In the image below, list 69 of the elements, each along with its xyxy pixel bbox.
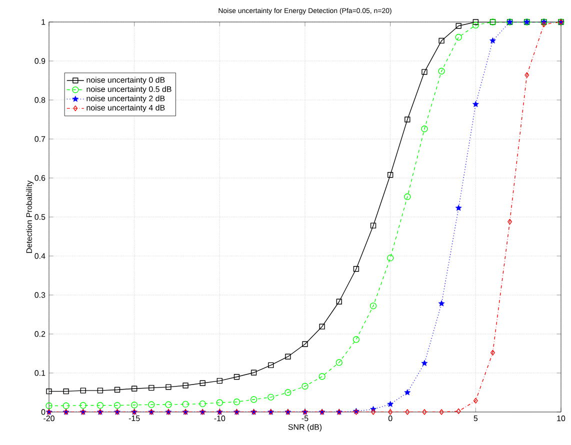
point bbox=[421, 126, 428, 132]
point bbox=[165, 401, 172, 408]
point bbox=[405, 409, 410, 415]
point bbox=[439, 409, 444, 415]
point bbox=[216, 399, 224, 406]
point bbox=[422, 409, 427, 415]
point bbox=[542, 21, 546, 28]
point bbox=[250, 396, 258, 403]
point bbox=[371, 409, 376, 415]
point bbox=[63, 388, 69, 394]
point bbox=[285, 354, 291, 360]
point bbox=[490, 37, 496, 44]
point bbox=[166, 384, 172, 390]
point bbox=[455, 34, 462, 41]
point bbox=[438, 38, 444, 44]
point bbox=[370, 302, 377, 310]
point bbox=[80, 388, 86, 394]
point bbox=[80, 402, 86, 409]
point bbox=[455, 204, 462, 211]
point bbox=[319, 324, 325, 330]
point bbox=[318, 373, 326, 380]
point bbox=[387, 172, 394, 178]
point bbox=[233, 398, 240, 406]
point bbox=[200, 380, 206, 386]
point bbox=[46, 388, 52, 394]
point bbox=[421, 360, 428, 366]
point bbox=[182, 382, 188, 388]
point bbox=[404, 389, 411, 396]
point bbox=[388, 409, 393, 415]
point bbox=[46, 402, 52, 410]
point bbox=[234, 374, 240, 380]
point bbox=[250, 370, 257, 376]
point bbox=[148, 401, 155, 408]
point bbox=[216, 378, 223, 384]
point bbox=[387, 254, 394, 262]
point bbox=[404, 193, 411, 200]
point bbox=[268, 394, 274, 401]
point bbox=[473, 398, 478, 404]
point bbox=[336, 298, 342, 304]
point bbox=[422, 69, 428, 75]
point bbox=[370, 222, 376, 228]
point bbox=[353, 266, 360, 272]
point bbox=[472, 22, 480, 28]
point bbox=[130, 402, 138, 408]
point bbox=[524, 72, 530, 78]
point bbox=[472, 100, 479, 108]
point bbox=[302, 382, 308, 390]
point bbox=[114, 386, 120, 393]
point bbox=[302, 341, 308, 347]
point bbox=[131, 386, 138, 392]
point bbox=[148, 384, 154, 391]
point bbox=[96, 402, 104, 409]
point bbox=[404, 116, 410, 122]
point bbox=[336, 359, 342, 366]
point bbox=[472, 19, 479, 25]
point bbox=[438, 300, 445, 306]
point bbox=[508, 218, 512, 225]
point bbox=[182, 400, 189, 408]
point bbox=[199, 400, 206, 408]
point bbox=[352, 336, 360, 343]
point bbox=[438, 68, 445, 74]
point bbox=[387, 400, 394, 407]
point bbox=[97, 388, 104, 394]
point bbox=[284, 389, 292, 396]
point bbox=[114, 402, 121, 409]
point bbox=[456, 408, 461, 414]
point bbox=[268, 362, 274, 368]
point bbox=[456, 23, 462, 29]
point bbox=[62, 402, 70, 410]
